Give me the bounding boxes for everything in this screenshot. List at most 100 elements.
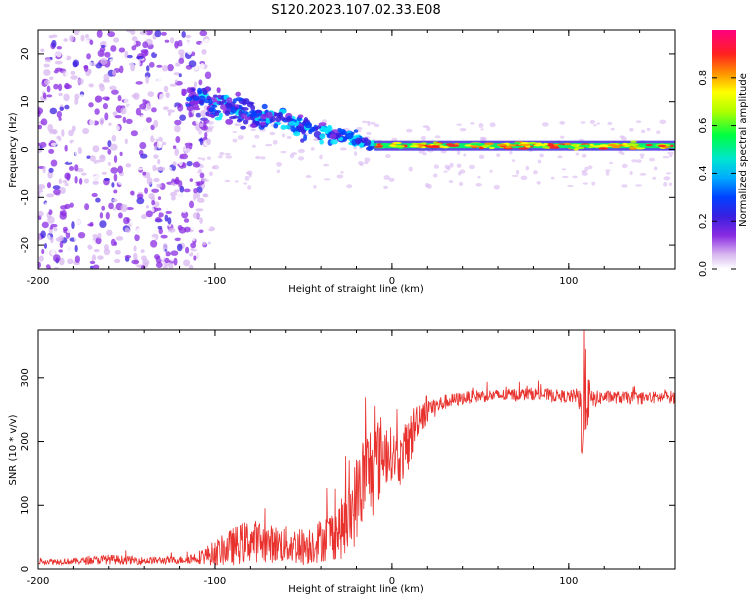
spectrogram-chirp-cell <box>284 125 291 130</box>
spectrogram-noise-cell <box>136 55 144 60</box>
spectrogram-faint-cell <box>579 138 584 142</box>
spectrogram-chirp-cell <box>335 133 341 139</box>
spectrogram-noise-cell <box>99 84 105 92</box>
spectrogram-faint-cell <box>587 165 593 170</box>
spectrogram-noise-cell <box>154 102 160 108</box>
spectrogram-noise-cell <box>163 170 171 176</box>
spectrogram-faint-cell <box>591 181 596 186</box>
spectrogram-faint-cell <box>246 170 253 176</box>
spectrogram-noise-cell <box>173 219 178 227</box>
spectrogram-noise-cell <box>145 117 152 123</box>
spectrogram-faint-cell <box>199 123 204 127</box>
spectrogram-tone-cell <box>527 141 538 145</box>
spectrogram-faint-cell <box>463 153 467 157</box>
spectrogram-noise-cell <box>183 218 190 223</box>
colorbar-tick-label: 0.4 <box>698 165 709 181</box>
spectrogram-noise-cell <box>148 61 155 68</box>
spectrogram-tone-cell <box>657 144 667 148</box>
spectrogram-noise-cell <box>90 110 95 116</box>
spectrogram-faint-cell <box>489 122 496 128</box>
spectrogram-noise-cell <box>183 259 191 267</box>
spectrogram-noise-cell <box>201 68 205 76</box>
spectrogram-noise-cell <box>159 251 167 257</box>
spectrogram-faint-cell <box>478 154 485 159</box>
spectrogram-noise-cell <box>101 146 109 150</box>
spectrogram-noise-cell <box>175 136 181 144</box>
spectrogram-noise-cell <box>113 173 118 182</box>
spectrogram-x-ticks: -200 -100 0 100 <box>27 30 676 287</box>
spectrogram-noise-cell <box>184 252 189 260</box>
spectrogram-chirp-cell <box>273 112 282 117</box>
spectrogram-noise-cell <box>82 120 86 128</box>
spectrogram-tone-cell <box>628 147 637 150</box>
spectrogram-noise-cell <box>145 65 150 72</box>
spectrogram-chirp-cell <box>211 104 218 108</box>
spectrogram-noise-cell <box>193 35 200 43</box>
spectrogram-faint-cell <box>652 176 657 180</box>
spectrogram-noise-cell <box>155 212 160 217</box>
spectrogram-noise-cell <box>41 248 45 255</box>
spectrogram-faint-cell <box>280 150 287 154</box>
spectrogram-noise-cell <box>43 63 50 68</box>
spectrogram-noise-cell <box>105 211 110 220</box>
spectrogram-noise-cell <box>67 159 72 163</box>
spectrogram-noise-cell <box>99 117 105 125</box>
spectrogram-tone-cell <box>496 143 507 147</box>
spectrogram-noise-cell <box>48 148 55 154</box>
spectrogram-faint-cell <box>224 179 231 183</box>
spectrogram-noise-cell <box>206 138 211 146</box>
spectrogram-faint-cell <box>383 185 388 190</box>
spectrogram-noise-cell <box>195 191 201 200</box>
spectrogram-chirp-cell <box>319 133 326 140</box>
spectrogram-noise-cell <box>120 241 129 246</box>
spectrogram-noise-cell <box>153 78 157 83</box>
spectrogram-noise-cell <box>134 234 140 242</box>
spectrogram-faint-cell <box>620 152 625 156</box>
spectrogram-noise-cell <box>78 31 83 36</box>
spectrogram-faint-cell <box>459 169 466 174</box>
spectrogram-noise-cell <box>76 206 84 212</box>
spectrogram-noise-cell <box>164 166 172 172</box>
snr-x-tick-label: -200 <box>27 576 50 587</box>
spectrogram-noise-cell <box>188 264 194 269</box>
spectrogram-noise-cell <box>56 39 62 48</box>
spectrogram-noise-cell <box>124 227 130 233</box>
spectrogram-noise-cell <box>53 69 59 74</box>
spectrogram-noise-cell <box>106 229 113 236</box>
spectrogram-noise-cell <box>101 205 106 211</box>
spectrogram-noise-cell <box>166 188 172 196</box>
spectrogram-noise-cell <box>46 193 55 198</box>
spectrogram-noise-cell <box>50 249 56 256</box>
spectrogram-tone-cell <box>520 141 530 145</box>
spectrogram-noise-cell <box>170 101 175 107</box>
spectrogram-noise-cell <box>96 30 103 38</box>
spectrogram-noise-cell <box>68 165 75 172</box>
spectrogram-faint-cell <box>383 175 390 180</box>
spectrogram-noise-cell <box>159 70 164 75</box>
spectrogram-faint-cell <box>653 166 658 171</box>
spectrogram-faint-cell <box>656 130 661 134</box>
spectrogram-noise-cell <box>58 92 63 97</box>
spectrogram-noise-cell <box>151 85 160 89</box>
spectrogram-tone-cell <box>484 142 495 145</box>
spectrogram-noise-cell <box>70 210 75 218</box>
spectrogram-noise-cell <box>38 124 43 130</box>
spectrogram-y-ticks: -20 -10 0 10 20 <box>20 48 675 253</box>
spectrogram-noise-cell <box>67 258 74 265</box>
spectrogram-noise-cell <box>42 166 46 174</box>
spectrogram-noise-cell <box>95 62 103 69</box>
spectrogram-noise-cell <box>153 201 160 208</box>
spectrogram-noise-cell <box>183 226 191 233</box>
spectrogram-noise-cell <box>135 203 143 209</box>
spectrogram-chirp-cell <box>240 107 249 111</box>
spectrogram-noise-cell <box>189 200 195 209</box>
spectrogram-noise-cell <box>156 183 163 188</box>
spectrogram-tone-cell <box>430 145 441 149</box>
spectrogram-noise-cell <box>95 237 102 245</box>
spectrogram-noise-cell <box>78 137 84 143</box>
spectrogram-noise-cell <box>179 114 186 121</box>
spectrogram-noise-cell <box>103 73 110 82</box>
spectrogram-chirp-cell <box>198 100 204 105</box>
spectrogram-noise-cell <box>40 137 49 142</box>
spectrogram-chirp-cell <box>327 125 333 132</box>
